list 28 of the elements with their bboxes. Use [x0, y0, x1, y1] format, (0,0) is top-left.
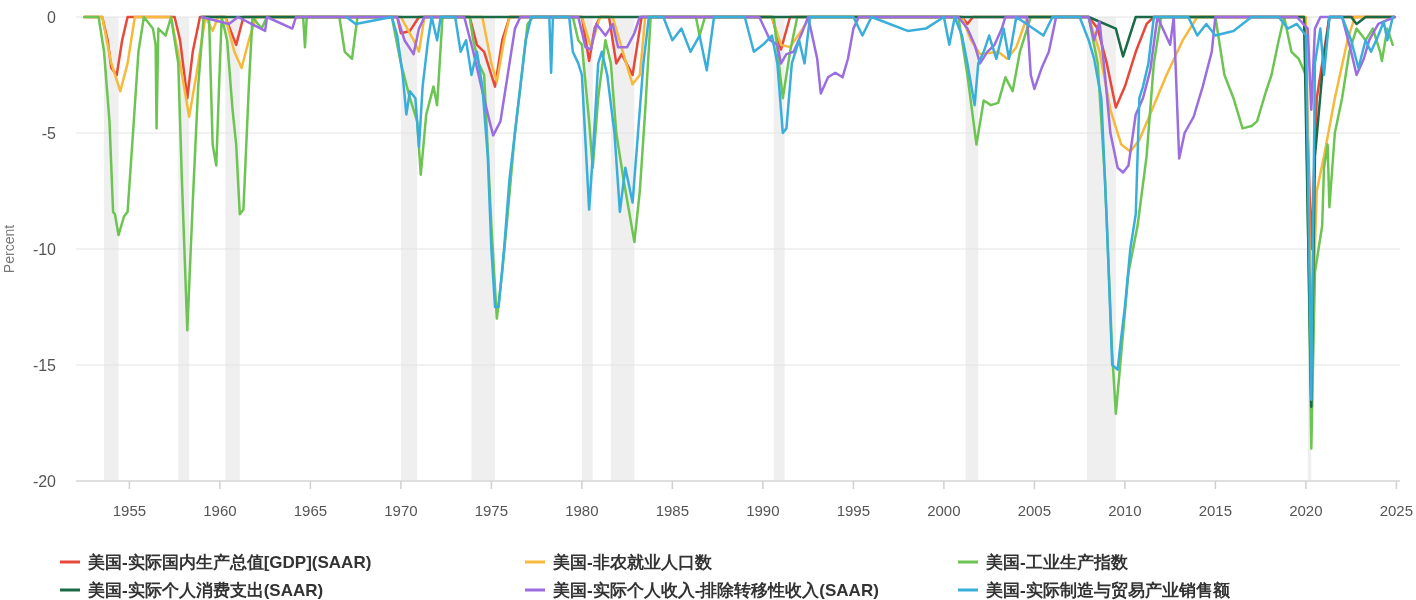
y-tick-label: -10: [32, 241, 57, 258]
x-tick-label: 2020: [1289, 502, 1323, 519]
y-tick-label: 0: [47, 9, 57, 26]
legend-item: 美国-实际个人收入-排除转移性收入(SAAR): [525, 581, 879, 600]
y-tick-label: -5: [41, 125, 57, 142]
x-tick-label: 1985: [655, 502, 690, 519]
legend-item: 美国-实际制造与贸易产业销售额: [958, 581, 1230, 600]
legend-item: 美国-实际个人消费支出(SAAR): [60, 581, 324, 600]
legend-item: 美国-非农就业人口数: [525, 553, 712, 572]
y-tick-label: -15: [32, 357, 57, 374]
x-tick-label: 2005: [1017, 502, 1052, 519]
x-tick-label: 1975: [474, 502, 509, 519]
legend-label: 美国-工业生产指数: [985, 553, 1129, 572]
y-tick-label: -20: [32, 473, 57, 490]
x-tick-label: 1965: [293, 502, 328, 519]
x-tick-label: 2000: [927, 502, 961, 519]
x-tick-label: 2015: [1198, 502, 1233, 519]
x-tick-label: 1960: [203, 502, 237, 519]
y-axis-title: Percent: [1, 224, 17, 274]
x-tick-label: 2025: [1379, 502, 1414, 519]
x-tick-label: 1980: [565, 502, 599, 519]
legend-item: 美国-工业生产指数: [958, 553, 1128, 572]
x-tick-label: 1995: [836, 502, 871, 519]
x-tick-label: 2010: [1108, 502, 1142, 519]
x-tick-label: 1970: [384, 502, 418, 519]
x-tick-label: 1955: [112, 502, 147, 519]
x-tick-label: 1990: [746, 502, 780, 519]
legend-item: 美国-实际国内生产总值[GDP](SAAR): [60, 553, 372, 572]
